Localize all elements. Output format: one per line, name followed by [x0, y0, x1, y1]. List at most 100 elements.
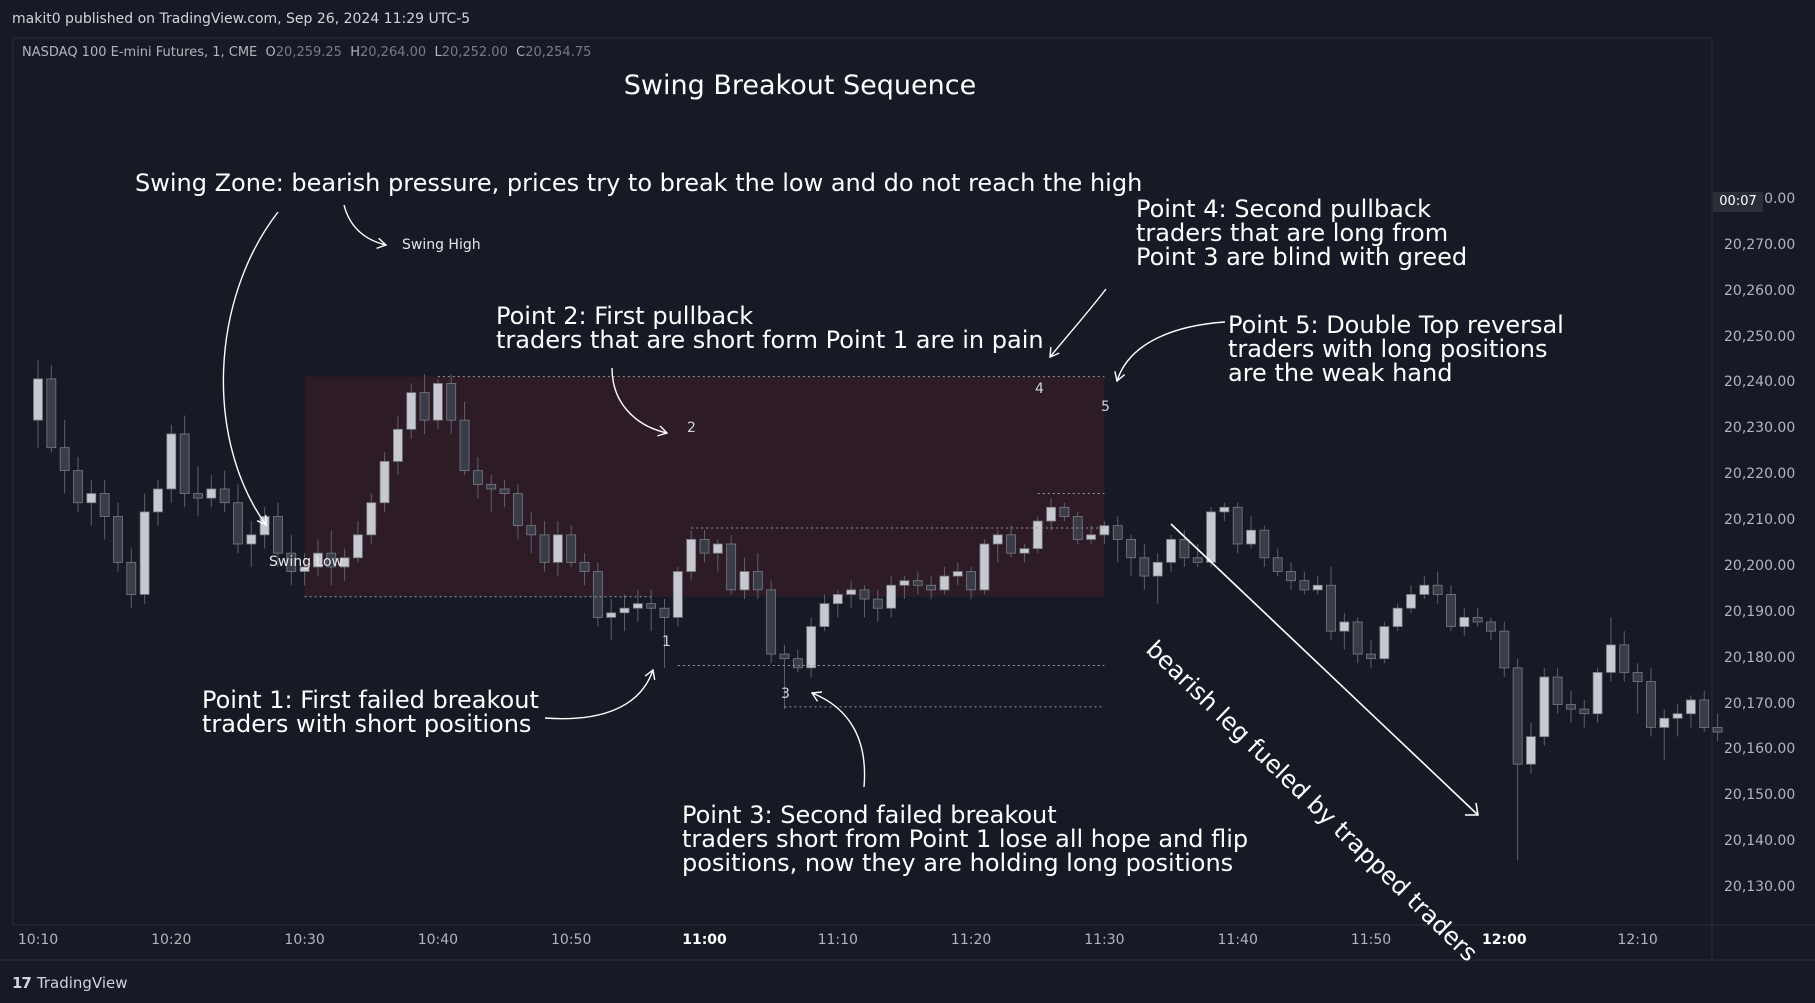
marker-4: 4: [1035, 381, 1044, 397]
swing-low-label: Swing Low: [269, 554, 344, 570]
candle-up: [712, 543, 723, 554]
tradingview-logo: 17 TradingView: [12, 974, 128, 992]
time-tick-label: 10:10: [17, 932, 59, 948]
candle-down: [1192, 557, 1203, 563]
annotation-arrow: [544, 669, 654, 720]
candle-up: [1086, 534, 1096, 540]
candle-down: [1259, 529, 1270, 559]
close-value: 20,254.75: [525, 45, 592, 60]
candle-down: [273, 516, 283, 554]
arrow-head: [657, 425, 669, 437]
arrow-head: [644, 668, 656, 680]
candle-down: [659, 607, 670, 618]
open-value: 20,259.25: [275, 45, 342, 60]
candle-down: [459, 419, 470, 472]
candle-down: [326, 552, 337, 568]
annotation-arrow: [343, 204, 387, 246]
candle-up: [952, 571, 963, 577]
candle-down: [752, 571, 763, 591]
candle-down: [539, 534, 550, 563]
symbol-name: NASDAQ 100 E-mini Futures, 1, CME: [22, 45, 258, 60]
candle-up: [1459, 616, 1470, 627]
price-tick-label: 20,270.00: [1724, 236, 1796, 253]
annotation-arrow: [1049, 288, 1107, 358]
candle-down: [912, 580, 923, 586]
candle-down: [699, 539, 710, 554]
candle-down: [99, 493, 110, 517]
candle-up: [1206, 511, 1216, 563]
time-tick-label: 11:20: [950, 932, 992, 948]
candle-down: [1699, 699, 1710, 728]
candle-down: [1139, 557, 1150, 577]
candle-up: [153, 488, 163, 513]
candle-up: [1152, 561, 1163, 577]
candle-down: [286, 552, 297, 572]
candle-up: [806, 626, 817, 669]
arrow-head: [376, 237, 388, 250]
candle-down: [792, 658, 803, 669]
candle-up: [979, 543, 990, 591]
candle-down: [1366, 653, 1376, 660]
swing-zone-note: Swing Zone: bearish pressure, prices try…: [135, 169, 1143, 197]
price-tick-label: 20,180.00: [1724, 649, 1796, 666]
candle-down: [966, 571, 976, 591]
candle-up: [166, 433, 177, 490]
candle-down: [1512, 667, 1523, 765]
candle-up: [1539, 676, 1550, 738]
candle-down: [1486, 621, 1496, 632]
candle-up: [206, 488, 217, 499]
candle-down: [1299, 580, 1310, 591]
candle-up: [886, 584, 897, 609]
candle-up: [339, 557, 350, 568]
price-tick-label: 20,150.00: [1724, 787, 1796, 804]
candle-down: [219, 488, 230, 504]
candle-up: [299, 566, 310, 572]
candle-up: [1419, 584, 1430, 595]
publisher-line: makit0 published on TradingView.com, Sep…: [12, 11, 471, 27]
time-tick-label: 10:40: [417, 932, 459, 948]
swing-high-label: Swing High: [402, 237, 481, 253]
published-header: makit0 published on TradingView.com, Sep…: [0, 0, 1815, 38]
candle-up: [259, 516, 270, 536]
candle-down: [1272, 557, 1283, 572]
price-tick-label: 20,240.00: [1724, 374, 1796, 391]
price-tick-label: 20,210.00: [1724, 512, 1796, 529]
candle-down: [1472, 616, 1483, 623]
price-tick-label: 20,260.00: [1724, 282, 1796, 299]
arrow-head: [1049, 346, 1060, 359]
low-value: 20,252.00: [441, 45, 508, 60]
candle-up: [552, 534, 563, 563]
candle-down: [766, 589, 777, 655]
candle-up: [1339, 621, 1350, 632]
candle-up: [1166, 539, 1176, 563]
arrow-head: [810, 691, 823, 702]
annotation-arrow: [611, 367, 668, 434]
candle-down: [179, 433, 190, 494]
candle-down: [1446, 594, 1456, 627]
candle-up: [1392, 607, 1403, 627]
candle-up: [1526, 736, 1536, 765]
candle-down: [1326, 584, 1336, 632]
candle-up: [686, 539, 697, 572]
open-key: O: [265, 45, 276, 60]
candle-down: [419, 392, 430, 421]
candle-down: [1179, 539, 1190, 559]
price-tick-label: 20,220.00: [1724, 466, 1796, 483]
candle-down: [113, 516, 123, 563]
candle-down: [472, 470, 483, 485]
candle-down: [1499, 630, 1510, 669]
candle-up: [619, 607, 630, 614]
candle-down: [592, 571, 603, 618]
candle-up: [353, 534, 363, 559]
candle-up: [819, 603, 830, 627]
candle-down: [446, 383, 457, 421]
candle-up: [313, 552, 323, 568]
candle-up: [366, 502, 377, 536]
high-value: 20,264.00: [360, 45, 427, 60]
point5-note: Point 5: Double Top reversal traders wit…: [1228, 311, 1564, 387]
candle-down: [726, 543, 737, 591]
candle-up: [1019, 548, 1030, 554]
candle-up: [246, 534, 257, 545]
point3-note: Point 3: Second failed breakout traders …: [682, 801, 1249, 877]
